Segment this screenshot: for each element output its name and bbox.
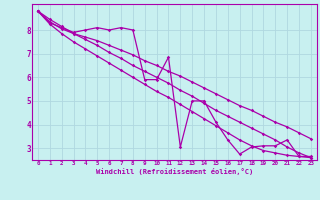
X-axis label: Windchill (Refroidissement éolien,°C): Windchill (Refroidissement éolien,°C) <box>96 168 253 175</box>
